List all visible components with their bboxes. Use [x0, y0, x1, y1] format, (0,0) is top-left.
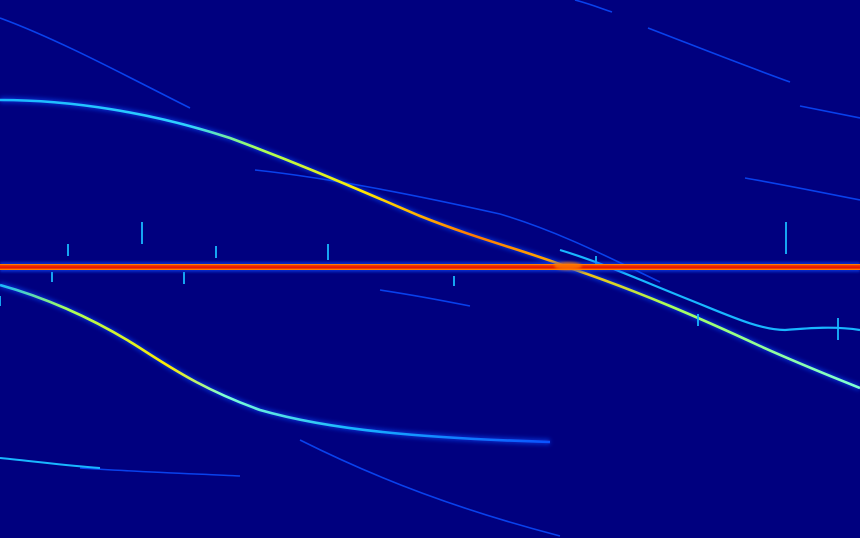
faint-trace-right-b	[744, 177, 860, 201]
crossing-point	[554, 262, 582, 270]
faint-trace-low-middle	[299, 439, 561, 537]
faint-trace-topright-a	[574, 0, 613, 13]
upper-descending-chirp	[0, 97, 860, 391]
faint-trace-below-line	[379, 289, 471, 307]
vertical-impulses	[0, 222, 839, 340]
faint-trace-mid	[254, 169, 661, 283]
lower-descending-chirp	[0, 282, 551, 445]
faint-trace-bottom-left	[79, 467, 241, 477]
bottom-left-trace	[0, 457, 101, 469]
horizontal-constant-tone	[0, 262, 860, 272]
faint-trace-topleft	[0, 17, 191, 109]
faint-trace-topright-b	[647, 27, 791, 83]
faint-trace-right-a	[799, 105, 860, 119]
